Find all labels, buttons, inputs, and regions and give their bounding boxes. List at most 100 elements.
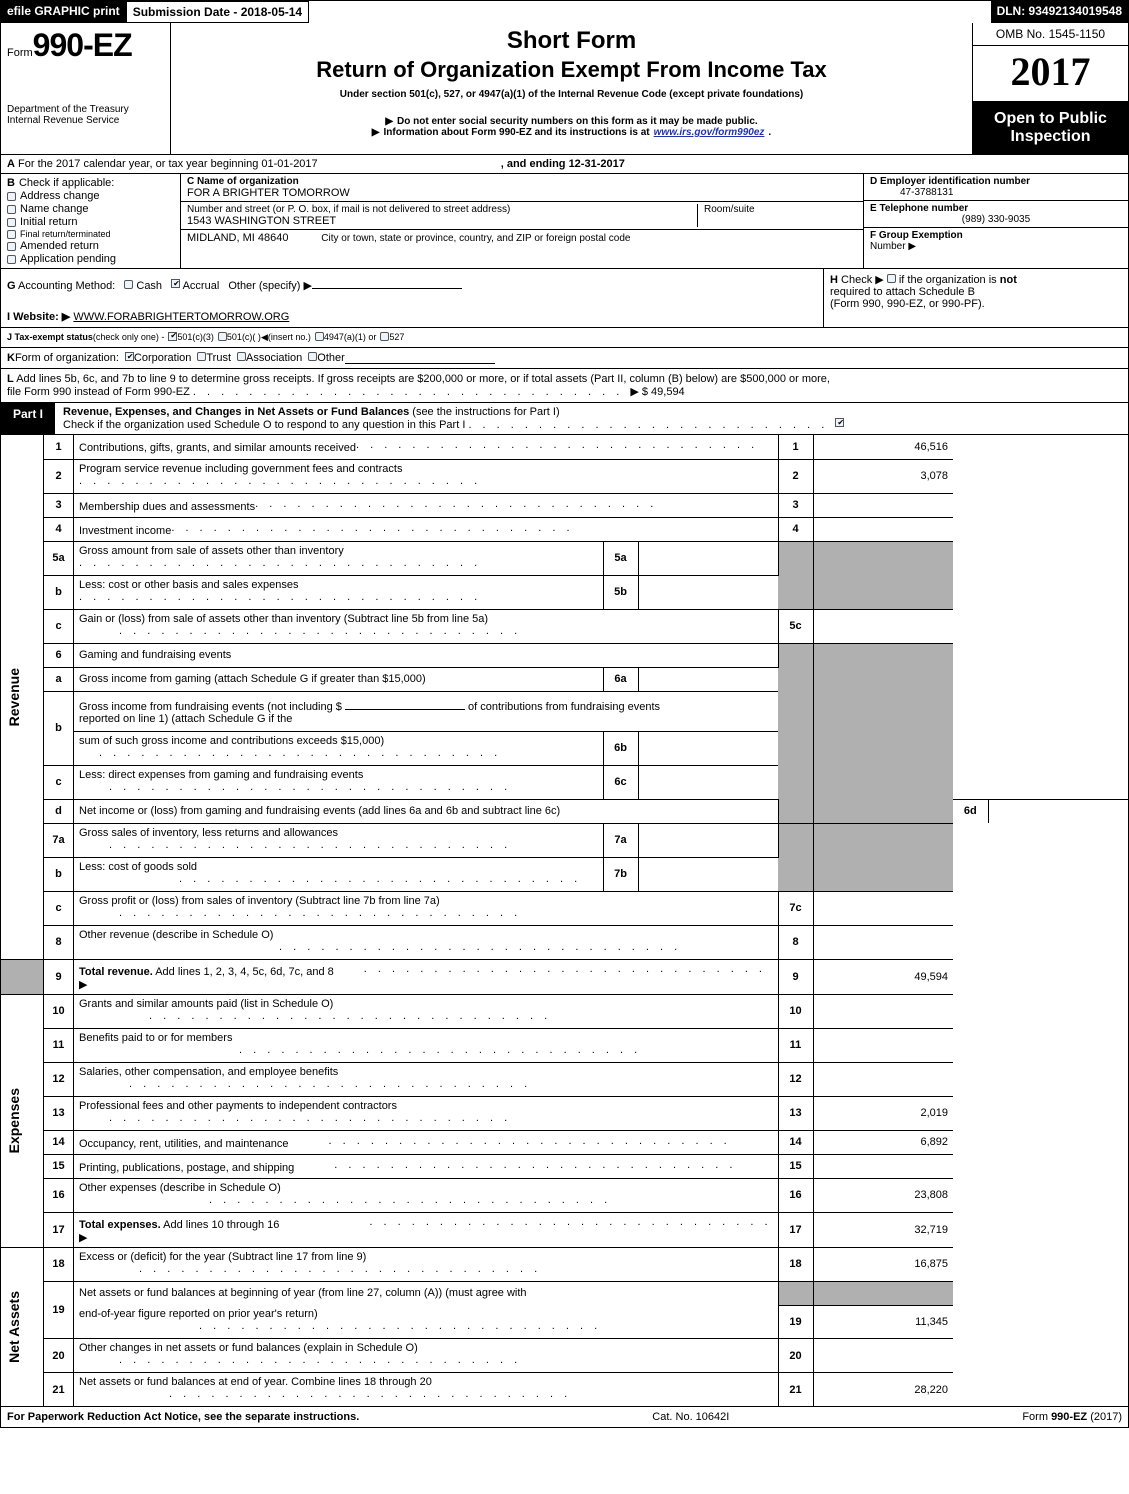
- row-7c-desc: Gross profit or (loss) from sales of inv…: [74, 891, 779, 925]
- table-row: 14 Occupancy, rent, utilities, and maint…: [1, 1130, 1128, 1154]
- j-o3: 4947(a)(1) or: [324, 332, 377, 342]
- row-5c-num: c: [44, 609, 74, 643]
- j-small: (check only one) -: [93, 332, 165, 342]
- d-cell: D Employer identification number 47-3788…: [864, 174, 1128, 201]
- header-center: Short Form Return of Organization Exempt…: [171, 23, 973, 154]
- row-13-rnum: 13: [778, 1096, 813, 1130]
- row-6b-num: b: [44, 691, 74, 765]
- row-16-rnum: 16: [778, 1178, 813, 1212]
- page-footer: For Paperwork Reduction Act Notice, see …: [1, 1406, 1128, 1427]
- label-g: G: [7, 280, 16, 292]
- checkbox-schedule-o[interactable]: [835, 418, 844, 427]
- row-6c-desc: Less: direct expenses from gaming and fu…: [74, 765, 604, 799]
- info-text: Information about Form 990-EZ and its in…: [384, 127, 650, 138]
- radio-other[interactable]: [308, 352, 317, 361]
- radio-corporation[interactable]: [125, 352, 134, 361]
- checkbox-final-return[interactable]: [7, 230, 16, 239]
- row-2-num: 2: [44, 459, 74, 493]
- row-19-desc2: end-of-year figure reported on prior yea…: [74, 1305, 779, 1339]
- table-row: c Less: direct expenses from gaming and …: [1, 765, 1128, 799]
- radio-501c3[interactable]: [168, 332, 177, 341]
- col-h: H Check ▶ if the organization is not req…: [823, 269, 1128, 327]
- radio-trust[interactable]: [197, 352, 206, 361]
- table-row: 19 Net assets or fund balances at beginn…: [1, 1281, 1128, 1305]
- i-website[interactable]: WWW.FORABRIGHTERTOMORROW.ORG: [73, 311, 289, 323]
- radio-association[interactable]: [237, 352, 246, 361]
- b-item-3: Final return/terminated: [20, 229, 111, 239]
- row-4-val: [813, 517, 953, 541]
- row-2-rnum: 2: [778, 459, 813, 493]
- omb-number: OMB No. 1545-1150: [973, 23, 1128, 46]
- form-container: efile GRAPHIC print Submission Date - 20…: [0, 0, 1129, 1428]
- radio-cash[interactable]: [124, 280, 133, 289]
- row-14-rnum: 14: [778, 1130, 813, 1154]
- table-row: 15 Printing, publications, postage, and …: [1, 1154, 1128, 1178]
- row-6b-blank[interactable]: [345, 698, 465, 710]
- table-row: 16 Other expenses (describe in Schedule …: [1, 1178, 1128, 1212]
- checkbox-amended-return[interactable]: [7, 242, 16, 251]
- c-name-label: C Name of organization: [187, 176, 857, 187]
- part-1-note: (see the instructions for Part I): [412, 406, 559, 418]
- table-row: 2 Program service revenue including gove…: [1, 459, 1128, 493]
- table-row: Expenses 10 Grants and similar amounts p…: [1, 994, 1128, 1028]
- row-1-num: 1: [44, 435, 74, 459]
- row-15-val: [813, 1154, 953, 1178]
- checkbox-h[interactable]: [887, 274, 896, 283]
- table-row: 17 Total expenses. Add lines 10 through …: [1, 1212, 1128, 1247]
- row-6a-midnum: 6a: [603, 667, 638, 691]
- line-i: I Website: ▶ WWW.FORABRIGHTERTOMORROW.OR…: [7, 310, 817, 323]
- row-1-rnum: 1: [778, 435, 813, 459]
- radio-527[interactable]: [380, 332, 389, 341]
- checkbox-address-change[interactable]: [7, 192, 16, 201]
- table-row: 11 Benefits paid to or for members 11: [1, 1028, 1128, 1062]
- grey-cell: [1, 959, 44, 994]
- arrow-icon: ▶: [79, 1231, 87, 1244]
- row-6c-midnum: 6c: [603, 765, 638, 799]
- arrow-icon: ▶: [304, 279, 312, 292]
- row-7b-midval: [638, 857, 778, 891]
- l-gross-receipts: ▶ $ 49,594: [630, 386, 684, 398]
- row-5c-desc: Gain or (loss) from sale of assets other…: [74, 609, 779, 643]
- row-7b-num: b: [44, 857, 74, 891]
- row-7a-midval: [638, 823, 778, 857]
- checkbox-application-pending[interactable]: [7, 255, 16, 264]
- row-10-rnum: 10: [778, 994, 813, 1028]
- row-20-num: 20: [44, 1339, 74, 1373]
- table-row: 12 Salaries, other compensation, and emp…: [1, 1062, 1128, 1096]
- checkbox-initial-return[interactable]: [7, 218, 16, 227]
- row-8-rnum: 8: [778, 925, 813, 959]
- row-18-desc: Excess or (deficit) for the year (Subtra…: [74, 1247, 779, 1281]
- k-o2: Trust: [206, 352, 231, 364]
- row-11-desc: Benefits paid to or for members: [74, 1028, 779, 1062]
- info-period: .: [768, 127, 771, 138]
- radio-501c[interactable]: [218, 332, 227, 341]
- radio-4947[interactable]: [315, 332, 324, 341]
- row-5c-rnum: 5c: [778, 609, 813, 643]
- col-g-i: G Accounting Method: Cash Accrual Other …: [1, 269, 823, 327]
- k-o3: Association: [246, 352, 302, 364]
- l-text1: Add lines 5b, 6c, and 7b to line 9 to de…: [16, 373, 830, 385]
- dln-label: DLN: 93492134019548: [991, 1, 1128, 23]
- col-c: C Name of organization FOR A BRIGHTER TO…: [181, 174, 863, 268]
- row-16-val: 23,808: [813, 1178, 953, 1212]
- checkbox-name-change[interactable]: [7, 205, 16, 214]
- row-5a-desc: Gross amount from sale of assets other t…: [74, 541, 604, 575]
- row-3-rnum: 3: [778, 493, 813, 517]
- row-5b-midnum: 5b: [603, 575, 638, 609]
- k-other-blank[interactable]: [345, 352, 495, 364]
- dept-treasury: Department of the Treasury: [7, 104, 164, 115]
- row-7c-rnum: 7c: [778, 891, 813, 925]
- g-other-blank[interactable]: [312, 277, 462, 289]
- row-18-rnum: 18: [778, 1247, 813, 1281]
- f-cell: F Group Exemption Number ▶: [864, 228, 1128, 268]
- b-item-0: Address change: [20, 190, 100, 202]
- tax-year: 2017: [973, 46, 1128, 102]
- row-19-num: 19: [44, 1281, 74, 1339]
- radio-accrual[interactable]: [171, 279, 180, 288]
- row-3-num: 3: [44, 493, 74, 517]
- row-17-rnum: 17: [778, 1212, 813, 1247]
- table-row: Net Assets 18 Excess or (deficit) for th…: [1, 1247, 1128, 1281]
- line-j: J Tax-exempt status (check only one) - 5…: [1, 328, 1128, 348]
- info-link[interactable]: www.irs.gov/form990ez: [654, 127, 765, 138]
- arrow-icon: ◀: [261, 332, 268, 343]
